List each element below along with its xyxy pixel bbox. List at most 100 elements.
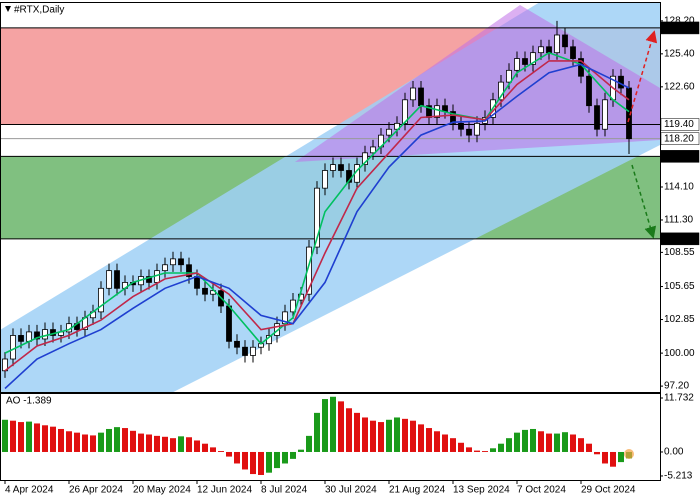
y-tick-label: 105.65	[664, 281, 695, 292]
candle-body	[522, 58, 528, 65]
ma-line	[4, 63, 630, 390]
y-tick-label: 102.85	[664, 314, 695, 325]
ao-bar	[58, 428, 64, 452]
ma-line	[4, 51, 630, 354]
price-pane	[2, 20, 632, 390]
ao-bar	[394, 417, 400, 452]
ao-bar	[82, 434, 88, 452]
level-label: 116.70	[664, 151, 694, 162]
ao-bar	[338, 401, 344, 452]
ao-bar	[138, 433, 144, 452]
y-tick-label: 97.20	[664, 381, 689, 392]
ao-bar	[482, 451, 488, 452]
ao-bar	[458, 442, 464, 452]
candle-body	[514, 58, 520, 71]
ao-bar	[98, 432, 104, 452]
candle-body	[362, 152, 368, 165]
ao-bar	[274, 451, 280, 469]
level-label: 119.40	[664, 119, 694, 130]
ao-bar	[42, 425, 48, 452]
ao-bar	[178, 436, 184, 452]
y-tick-label: 125.40	[664, 48, 695, 59]
ao-bar	[354, 412, 360, 452]
ao-bar	[2, 419, 8, 452]
candle-body	[474, 122, 480, 136]
candle-body	[498, 81, 504, 101]
level-label-bg	[660, 232, 700, 246]
triangle	[295, 5, 660, 162]
ao-bar	[570, 434, 576, 452]
icon	[5, 6, 11, 12]
candle-body	[418, 87, 424, 107]
ao-bar	[250, 451, 256, 475]
ao-marker	[624, 449, 634, 459]
ao-bar	[618, 451, 624, 463]
candle-body	[290, 299, 296, 313]
candle-body	[234, 340, 240, 348]
levels	[0, 27, 660, 240]
ao-bar	[10, 420, 16, 452]
ao-bar	[194, 440, 200, 452]
ao-bar	[66, 431, 72, 452]
candle-body	[202, 287, 208, 295]
candle-body	[506, 69, 512, 83]
ao-bar	[186, 437, 192, 452]
ao-bar	[402, 418, 408, 452]
ao-bar	[130, 430, 136, 452]
y-tick-label: 111.30	[664, 215, 694, 226]
y-tick-label: 100.00	[664, 348, 695, 359]
candle-body	[250, 346, 256, 356]
ao-bar	[170, 438, 176, 452]
level-label-bg	[660, 150, 700, 163]
candle-body	[322, 170, 328, 189]
ao-bar	[298, 449, 304, 452]
ao-frame	[0, 393, 661, 481]
ao-bar	[282, 451, 288, 464]
x-tick-label: 26 Apr 2024	[69, 485, 123, 496]
ao-bar	[594, 451, 600, 455]
x-tick-label: 8 Jul 2024	[261, 485, 308, 496]
candle-body	[162, 264, 168, 272]
ao-bar	[322, 399, 328, 452]
ao-bar	[258, 451, 264, 475]
ao-bar	[466, 447, 472, 452]
candle-body	[178, 258, 184, 266]
candle-body	[106, 270, 112, 289]
ao-bar	[34, 423, 40, 452]
ao-title: AO -1.389	[6, 396, 52, 407]
ao-bar	[114, 427, 120, 452]
level-label: 109.70	[664, 233, 695, 244]
candle-body	[394, 122, 400, 130]
arrow-up	[627, 30, 658, 123]
candle-body	[330, 164, 336, 171]
candle-body	[458, 122, 464, 130]
ao-bar	[210, 447, 216, 452]
ao-bar	[562, 432, 568, 452]
candle-body	[450, 111, 456, 124]
ao-bar	[154, 435, 160, 452]
candle-body	[466, 128, 472, 136]
candle-body	[18, 335, 24, 342]
ao-bar	[546, 433, 552, 452]
ao-bar	[234, 451, 240, 464]
x-tick-label: 21 Aug 2024	[389, 485, 446, 496]
ao-bar	[362, 417, 368, 452]
x-tick-label: 12 Jun 2024	[197, 485, 252, 496]
level-label-bg	[660, 21, 700, 35]
y-tick-label: 0.00	[664, 447, 684, 458]
ao-bar	[346, 408, 352, 452]
ao-bar	[50, 426, 56, 452]
candle-body	[194, 276, 200, 289]
ao-bar	[18, 422, 24, 452]
ma-line	[4, 60, 630, 372]
candle-body	[546, 46, 552, 54]
ao-bar	[146, 434, 152, 452]
x-tick-label: 7 Oct 2024	[517, 485, 566, 496]
candle-body	[570, 46, 576, 59]
ao-bar	[506, 438, 512, 452]
y-tick-label: 114.10	[664, 182, 694, 193]
ao-bar	[218, 451, 224, 452]
candle-body	[42, 329, 48, 340]
candle-body	[186, 264, 192, 277]
